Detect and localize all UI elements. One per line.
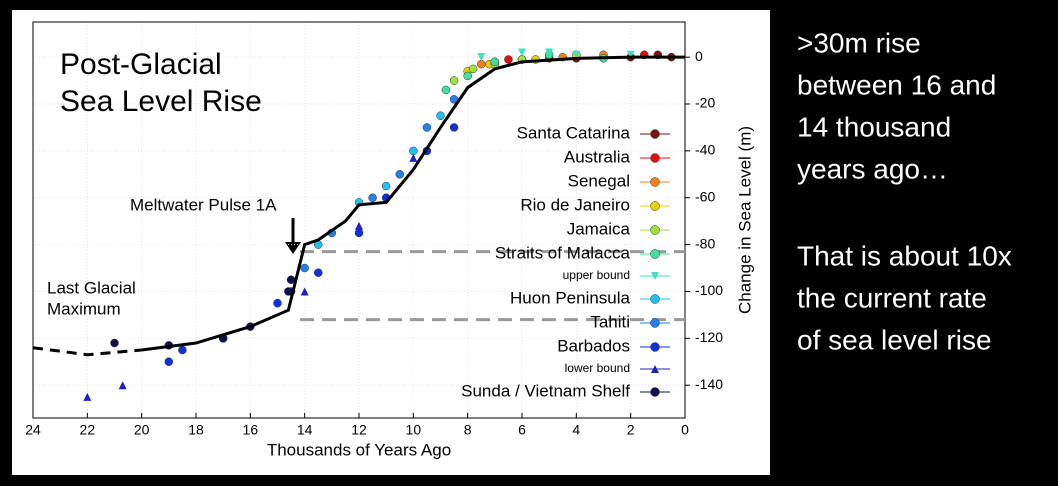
- annotation: Meltwater Pulse 1A: [130, 195, 277, 214]
- data-point: [409, 153, 418, 162]
- data-point: [409, 146, 418, 156]
- data-point: [572, 50, 581, 59]
- trend-line: [32, 346, 142, 357]
- x-tick-label: 24: [25, 422, 41, 438]
- data-point: [110, 338, 119, 348]
- chart-panel: [12, 10, 770, 475]
- legend-marker: [650, 129, 660, 139]
- y-tick-label: -120: [695, 329, 723, 345]
- legend-marker: [650, 294, 660, 304]
- legend-marker: [650, 342, 660, 352]
- data-point: [449, 76, 459, 85]
- x-tick-label: 14: [297, 422, 313, 438]
- data-point: [83, 392, 92, 401]
- side-text: the current rate: [797, 282, 987, 313]
- data-point: [314, 268, 323, 277]
- x-tick-label: 18: [188, 422, 204, 438]
- legend-marker: [650, 153, 660, 163]
- x-tick-label: 12: [351, 422, 367, 438]
- annotation: Maximum: [47, 299, 121, 318]
- side-text: >30m rise: [797, 27, 921, 58]
- side-text: 14 thousand: [797, 111, 951, 142]
- legend-label: Senegal: [568, 171, 630, 190]
- data-point: [178, 345, 187, 355]
- legend-marker: [650, 387, 660, 397]
- y-tick-label: -100: [695, 282, 723, 298]
- x-tick-label: 22: [80, 422, 96, 438]
- data-point: [463, 71, 472, 81]
- plot-frame: [32, 21, 686, 419]
- y-tick-label: -80: [695, 235, 715, 251]
- data-point: [422, 123, 432, 132]
- data-point: [477, 53, 486, 62]
- legend-label: Jamaica: [567, 219, 631, 238]
- data-point: [477, 59, 486, 69]
- legend-marker: [651, 365, 659, 373]
- legend-marker: [651, 272, 659, 280]
- data-point: [354, 228, 364, 238]
- legend-marker: [650, 201, 660, 211]
- data-point: [381, 181, 391, 191]
- chart-title: Sea Level Rise: [60, 85, 262, 118]
- x-axis-label: Thousands of Years Ago: [267, 440, 451, 459]
- data-point: [436, 111, 445, 120]
- y-tick-label: -140: [695, 376, 723, 392]
- y-axis-label: Change in Sea Level (m): [735, 126, 754, 314]
- data-point: [441, 85, 451, 95]
- data-point: [300, 287, 309, 296]
- data-point: [518, 48, 526, 57]
- data-point: [626, 50, 635, 59]
- data-point: [164, 357, 174, 367]
- data-point: [504, 55, 513, 64]
- y-tick-label: -20: [695, 95, 715, 111]
- x-tick-label: 0: [681, 422, 689, 438]
- y-tick-label: -40: [695, 142, 715, 158]
- legend-label: Santa Catarina: [517, 123, 631, 142]
- legend-label: Barbados: [557, 336, 630, 355]
- y-tick-label: 0: [695, 48, 703, 64]
- chart-title: Post-Glacial: [60, 48, 222, 81]
- data-point: [545, 48, 554, 57]
- legend-label: lower bound: [565, 361, 630, 375]
- data-point: [449, 123, 459, 132]
- x-tick-label: 2: [627, 422, 635, 438]
- legend-marker: [650, 225, 660, 235]
- data-point: [395, 170, 404, 179]
- x-tick-label: 16: [243, 422, 259, 438]
- data-point: [300, 263, 309, 273]
- legend-label: Australia: [564, 147, 631, 166]
- legend-label: Sunda / Vietnam Shelf: [461, 381, 630, 400]
- side-text: of sea level rise: [797, 324, 992, 355]
- side-text: That is about 10x: [797, 240, 1012, 271]
- legend-marker: [650, 177, 660, 187]
- y-tick-label: -60: [695, 188, 715, 204]
- x-tick-label: 6: [518, 422, 526, 438]
- annotation: Last Glacial: [47, 278, 136, 297]
- legend-marker: [650, 249, 660, 259]
- data-point: [118, 381, 127, 390]
- legend-label: Rio de Janeiro: [520, 195, 630, 214]
- legend-label: Huon Peninsula: [510, 288, 631, 307]
- x-tick-label: 8: [464, 422, 472, 438]
- x-tick-label: 20: [134, 422, 150, 438]
- data-point: [368, 193, 377, 202]
- legend-marker: [650, 318, 660, 328]
- legend-label: Tahiti: [590, 312, 630, 331]
- legend-label: upper bound: [563, 268, 630, 282]
- data-point: [490, 57, 500, 67]
- x-tick-label: 10: [406, 422, 422, 438]
- side-text: between 16 and: [797, 69, 996, 100]
- x-tick-label: 4: [572, 422, 580, 438]
- data-point: [273, 298, 282, 308]
- legend-label: Straits of Malacca: [495, 243, 631, 262]
- data-point: [468, 64, 478, 74]
- trend-line: [141, 55, 685, 352]
- data-point: [355, 221, 363, 230]
- side-text: years ago…: [797, 153, 948, 184]
